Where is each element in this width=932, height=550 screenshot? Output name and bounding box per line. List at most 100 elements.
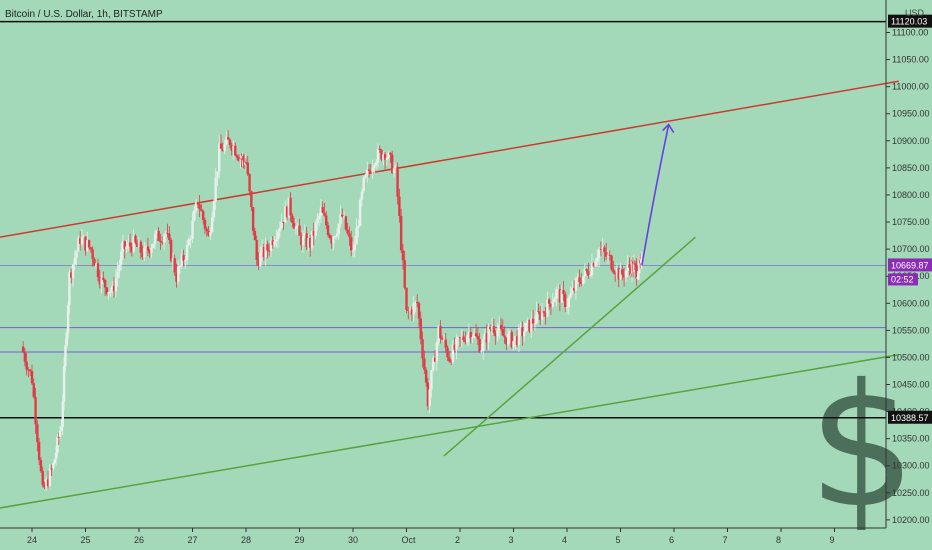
candle-body	[542, 311, 546, 313]
candle-body	[189, 238, 192, 240]
x-tick-label: 3	[509, 535, 514, 545]
candle-body	[476, 336, 480, 340]
candle-body	[180, 255, 183, 266]
candle-body	[615, 268, 619, 275]
candle-body	[455, 338, 458, 350]
y-tick-label: 11100.00	[892, 27, 928, 37]
candle-body	[194, 202, 198, 211]
candle-body	[111, 285, 114, 292]
candle-body	[182, 255, 185, 261]
candle-body	[380, 150, 383, 160]
candle-body	[56, 436, 59, 453]
candle-body	[152, 243, 155, 248]
candle-body	[82, 236, 85, 238]
y-tick-label: 10850.00	[892, 163, 930, 173]
candle-body	[594, 261, 597, 267]
x-tick-label: 7	[723, 535, 728, 545]
x-tick-label: 30	[348, 535, 358, 545]
candle-body	[103, 279, 107, 288]
candle-body	[141, 252, 144, 258]
candle-body	[419, 318, 422, 340]
candle-body	[342, 216, 346, 218]
candle-body	[473, 333, 476, 338]
candle-body	[619, 269, 622, 280]
candle-body	[119, 251, 123, 265]
y-tick-label: 10950.00	[892, 109, 930, 119]
candle-body	[408, 309, 412, 311]
candle-body	[21, 346, 25, 353]
candle-body	[617, 268, 620, 280]
candle-body	[526, 319, 529, 323]
candle-body	[523, 331, 526, 337]
candle-body	[451, 344, 455, 363]
candle-body	[200, 209, 203, 212]
candle-body	[100, 277, 103, 285]
candle-body	[107, 292, 110, 294]
candle-body	[80, 237, 84, 244]
candle-body	[30, 371, 34, 384]
x-tick-label: 5	[616, 535, 621, 545]
candle-body	[219, 143, 223, 149]
candle-body	[203, 219, 207, 229]
candle-body	[137, 241, 141, 247]
candle-body	[478, 339, 481, 352]
candle-body	[169, 240, 173, 262]
candle-body	[210, 217, 214, 232]
top-level-tag	[888, 14, 932, 28]
candle-body	[121, 241, 125, 252]
y-tick-label: 10550.00	[892, 325, 930, 335]
candle-body	[387, 152, 390, 158]
x-tick-label: 6	[669, 535, 674, 545]
candle-body	[326, 225, 330, 235]
candle-body	[337, 223, 340, 235]
candle-body	[209, 231, 212, 236]
chart-title: Bitcoin / U.S. Dollar, 1h, BITSTAMP	[5, 9, 163, 20]
candle-body	[34, 397, 37, 425]
candle-body	[435, 342, 439, 362]
candle-body	[205, 228, 208, 231]
candle-body	[25, 361, 28, 370]
y-tick-label: 11000.00	[892, 82, 929, 92]
candle-body	[371, 167, 374, 173]
candle-body	[95, 263, 98, 266]
candle-body	[87, 240, 91, 248]
y-tick-label: 10800.00	[892, 190, 930, 200]
candle-body	[310, 230, 314, 248]
candle-body	[136, 242, 139, 247]
candle-body	[125, 246, 128, 250]
y-tick-label: 10300.00	[892, 461, 930, 471]
candle-body	[50, 468, 53, 470]
candle-body	[403, 260, 406, 288]
candle-body	[510, 331, 513, 348]
candle-body	[316, 218, 319, 224]
candle-body	[537, 310, 540, 312]
candle-body	[146, 246, 150, 251]
x-tick-label: Oct	[402, 535, 417, 545]
candle-body	[588, 274, 592, 276]
candle-body	[46, 479, 50, 487]
candle-body	[105, 287, 109, 294]
candle-body	[428, 389, 431, 407]
candle-body	[382, 154, 385, 160]
candle-body	[109, 291, 112, 293]
candle-body	[62, 366, 66, 402]
candle-body	[587, 271, 590, 276]
candle-body	[638, 260, 641, 274]
candle-body	[57, 436, 60, 438]
candle-body	[223, 144, 226, 152]
trendline-support-short	[443, 236, 696, 457]
projection-arrowhead	[662, 123, 675, 133]
candle-body	[499, 325, 503, 329]
candle-body	[330, 237, 333, 244]
candle-body	[369, 171, 373, 173]
candle-body	[351, 250, 355, 252]
candle-body	[392, 168, 396, 174]
candle-body	[89, 247, 93, 250]
candle-body	[53, 459, 56, 464]
candle-body	[517, 327, 521, 345]
candle-body	[248, 174, 251, 192]
candle-body	[266, 244, 269, 251]
candle-body	[376, 148, 380, 163]
